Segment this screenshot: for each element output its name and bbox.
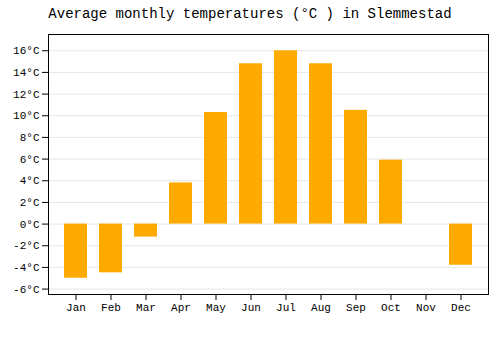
svg-text:Jul: Jul — [276, 302, 296, 314]
svg-text:Apr: Apr — [171, 302, 191, 314]
svg-text:Sep: Sep — [346, 302, 366, 314]
svg-text:Aug: Aug — [311, 302, 331, 314]
svg-text:Oct: Oct — [381, 302, 401, 314]
svg-text:-6°C: -6°C — [13, 284, 40, 296]
svg-text:10°C: 10°C — [13, 110, 40, 122]
svg-text:-2°C: -2°C — [13, 240, 40, 252]
svg-text:Nov: Nov — [416, 302, 436, 314]
svg-text:Jun: Jun — [241, 302, 261, 314]
svg-text:14°C: 14°C — [13, 67, 40, 79]
svg-text:2°C: 2°C — [20, 197, 40, 209]
svg-text:8°C: 8°C — [20, 132, 40, 144]
svg-text:May: May — [206, 302, 226, 314]
svg-text:Feb: Feb — [101, 302, 121, 314]
svg-text:-4°C: -4°C — [13, 262, 40, 274]
svg-text:6°C: 6°C — [20, 154, 40, 166]
svg-text:Dec: Dec — [451, 302, 471, 314]
svg-text:4°C: 4°C — [20, 175, 40, 187]
svg-text:12°C: 12°C — [13, 89, 40, 101]
svg-text:0°C: 0°C — [20, 219, 40, 231]
svg-text:Jan: Jan — [66, 302, 86, 314]
svg-text:16°C: 16°C — [13, 45, 40, 57]
svg-text:Mar: Mar — [136, 302, 156, 314]
html-text:Average monthly temperatures (: Average monthly temperatures (°C ) in Sl… — [48, 6, 452, 22]
